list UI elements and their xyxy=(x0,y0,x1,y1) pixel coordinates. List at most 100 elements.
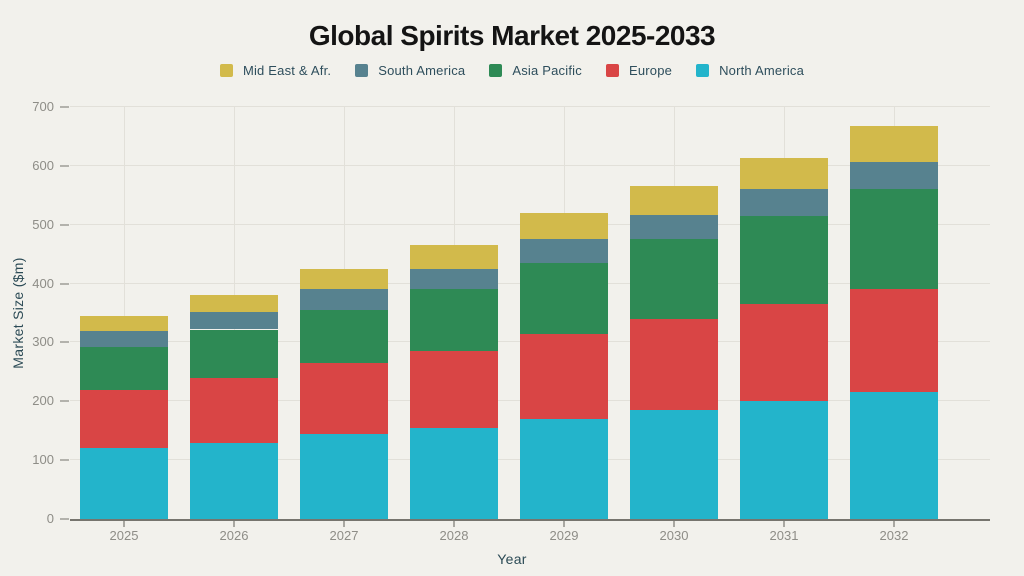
bar-segment-europe-2031 xyxy=(740,304,828,402)
y-tick-label: 400 xyxy=(32,275,54,291)
chart-title: Global Spirits Market 2025-2033 xyxy=(308,20,716,51)
y-tick-mark xyxy=(60,400,69,403)
y-tick-mark xyxy=(60,518,69,520)
bar-segment-south-america-2030 xyxy=(630,214,718,240)
y-tick-label: 100 xyxy=(32,452,54,468)
y-tick-mark xyxy=(60,459,69,462)
y-tick-mark xyxy=(60,106,69,108)
legend-item-asia-pacific: Asia Pacific xyxy=(489,63,582,78)
x-tick-label-2032: 2032 xyxy=(879,528,909,543)
legend-swatch-asia-pacific xyxy=(489,64,503,77)
legend-label: Mid East & Afr. xyxy=(242,63,332,78)
bar-2027 xyxy=(300,107,388,519)
x-tick-mark xyxy=(123,521,125,527)
x-tick-label-2029: 2029 xyxy=(549,528,579,543)
bar-segment-europe-2028 xyxy=(410,351,498,428)
bar-segment-asia-pacific-2025 xyxy=(80,346,168,390)
y-tick-label: 300 xyxy=(32,334,54,350)
y-tick-label: 200 xyxy=(32,393,54,409)
bar-2029 xyxy=(520,107,608,519)
plot-area xyxy=(70,106,990,521)
gridline-h-600 xyxy=(70,164,990,166)
legend-label: North America xyxy=(719,63,805,78)
bar-segment-north-america-2025 xyxy=(80,448,168,519)
legend-label: Asia Pacific xyxy=(512,63,582,78)
bar-segment-mid-east-afr-2027 xyxy=(300,268,388,290)
bar-segment-mid-east-afr-2026 xyxy=(190,295,278,312)
bar-segment-asia-pacific-2031 xyxy=(740,215,828,305)
bar-segment-europe-2029 xyxy=(520,333,608,419)
x-tick-label-2026: 2026 xyxy=(219,528,249,543)
y-tick-label: 0 xyxy=(46,511,54,526)
y-tick-mark xyxy=(60,282,69,285)
bar-segment-south-america-2031 xyxy=(740,189,828,216)
bar-segment-mid-east-afr-2030 xyxy=(630,186,718,215)
x-tick-mark xyxy=(783,521,785,527)
bar-segment-north-america-2027 xyxy=(300,433,388,519)
x-tick-label-2028: 2028 xyxy=(439,528,469,543)
bar-segment-asia-pacific-2028 xyxy=(410,289,498,352)
x-tick-mark xyxy=(893,521,895,527)
legend-item-mid-east-afr: Mid East & Afr. xyxy=(219,63,332,78)
bar-segment-south-america-2027 xyxy=(300,289,388,311)
x-tick-label-2027: 2027 xyxy=(329,528,359,543)
x-axis-title: Year xyxy=(497,551,527,567)
bar-segment-europe-2030 xyxy=(630,318,718,411)
bar-2031 xyxy=(740,107,828,519)
legend-swatch-mid-east-afr xyxy=(219,64,233,77)
bar-2026 xyxy=(190,107,278,519)
y-tick-label: 600 xyxy=(32,157,54,173)
bar-segment-south-america-2026 xyxy=(190,311,278,330)
bar-segment-south-america-2025 xyxy=(80,330,168,347)
x-tick-mark xyxy=(673,521,675,527)
legend-item-europe: Europe xyxy=(605,63,673,78)
bar-segment-europe-2032 xyxy=(850,289,938,393)
bar-segment-asia-pacific-2029 xyxy=(520,262,608,334)
y-tick-mark xyxy=(60,223,69,226)
bar-segment-europe-2026 xyxy=(190,377,278,443)
bar-segment-north-america-2032 xyxy=(850,392,938,519)
bar-2025 xyxy=(80,107,168,519)
bar-segment-mid-east-afr-2031 xyxy=(740,158,828,190)
bar-segment-north-america-2031 xyxy=(740,401,828,519)
bar-segment-asia-pacific-2026 xyxy=(190,329,278,378)
bar-segment-south-america-2032 xyxy=(850,161,938,190)
bar-segment-europe-2027 xyxy=(300,363,388,434)
bar-segment-europe-2025 xyxy=(80,389,168,449)
legend-swatch-south-america xyxy=(355,64,369,77)
x-tick-mark xyxy=(233,521,235,527)
y-tick-mark xyxy=(60,341,69,344)
bar-segment-mid-east-afr-2028 xyxy=(410,245,498,269)
y-tick-mark xyxy=(60,164,69,167)
bar-segment-mid-east-afr-2025 xyxy=(80,315,168,331)
bar-segment-mid-east-afr-2029 xyxy=(520,212,608,240)
x-tick-mark xyxy=(453,521,455,527)
legend-swatch-europe xyxy=(605,64,619,77)
bar-2032 xyxy=(850,107,938,519)
legend-item-south-america: South America xyxy=(355,63,465,78)
y-tick-label: 500 xyxy=(32,216,54,232)
bar-segment-north-america-2030 xyxy=(630,410,718,519)
x-tick-label-2031: 2031 xyxy=(769,528,799,543)
bar-segment-asia-pacific-2027 xyxy=(300,310,388,364)
legend-item-north-america: North America xyxy=(696,63,804,78)
bar-segment-south-america-2029 xyxy=(520,239,608,263)
gridline-v-2025 xyxy=(123,107,125,519)
y-axis-title: Market Size ($m) xyxy=(10,257,26,369)
legend-label: Europe xyxy=(628,63,673,78)
bar-2028 xyxy=(410,107,498,519)
legend: Mid East & Afr. South America Asia Pacific… xyxy=(0,63,1024,78)
x-tick-label-2030: 2030 xyxy=(659,528,689,543)
x-tick-mark xyxy=(563,521,565,527)
x-tick-label-2025: 2025 xyxy=(109,528,139,543)
bar-segment-north-america-2028 xyxy=(410,427,498,519)
bar-segment-asia-pacific-2030 xyxy=(630,239,718,319)
bar-segment-north-america-2029 xyxy=(520,418,608,519)
bar-segment-north-america-2026 xyxy=(190,442,278,519)
bar-2030 xyxy=(630,107,718,519)
bar-segment-south-america-2028 xyxy=(410,268,498,290)
legend-label: South America xyxy=(378,63,466,78)
bar-segment-mid-east-afr-2032 xyxy=(850,126,938,162)
x-tick-mark xyxy=(343,521,345,527)
